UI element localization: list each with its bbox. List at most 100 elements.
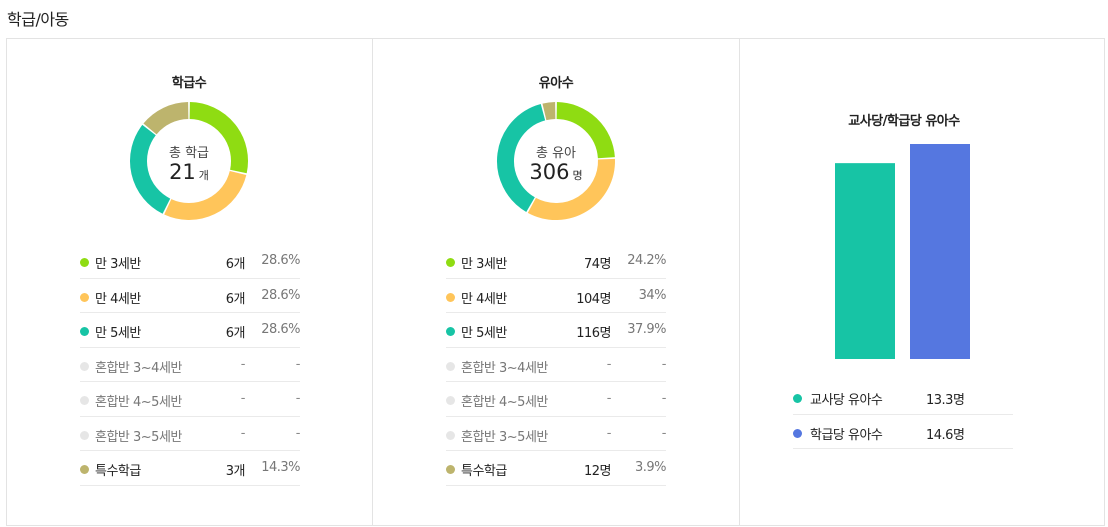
class-legend-label-special: 특수학급 [95, 464, 141, 479]
child-legend-row-mixed-4-5: 혼합반 4~5세반 - - [446, 382, 667, 417]
child-slice-age4 [527, 158, 615, 220]
class-slice-age5 [130, 124, 171, 214]
class-legend-dot-mixed-4-5 [80, 396, 89, 405]
class-legend-label-age5: 만 5세반 [95, 326, 141, 341]
child-legend-row-age5: 만 5세반 116명 37.9% [446, 313, 666, 348]
child-legend-count-age3: 74명 [583, 257, 612, 272]
child-legend-label-mixed-3-5: 혼합반 3~5세반 [461, 429, 548, 445]
child-legend-percent-mixed-3-4: - [661, 356, 667, 372]
child-legend-count-mixed-3-4: - [606, 356, 612, 372]
ratio-legend-row-class: 학급당 유아수 14.6명 [793, 415, 1013, 449]
class-count-donut-svg [130, 102, 248, 220]
class-total-unit: 개 [198, 169, 209, 182]
class-legend-percent-age3: 28.6% [261, 253, 300, 268]
class-legend-row-mixed-3-5: 혼합반 3~5세반 - - [80, 417, 301, 451]
child-slice-age3 [556, 102, 615, 159]
child-legend-row-mixed-3-5: 혼합반 3~5세반 - - [446, 417, 667, 451]
class-legend-percent-age4: 28.6% [261, 287, 300, 303]
class-total-label: 총 학급 [168, 146, 209, 161]
child-legend-row-age4: 만 4세반 104명 34% [446, 279, 667, 313]
class-legend-percent-age5: 28.6% [261, 322, 300, 337]
class-legend-row-age5: 만 5세반 6개 28.6% [80, 313, 300, 348]
class-legend-row-mixed-3-4: 혼합반 3~4세반 - - [80, 348, 301, 382]
class-legend-label-mixed-4-5: 혼합반 4~5세반 [95, 395, 182, 410]
class-legend-label-mixed-3-5: 혼합반 3~5세반 [95, 429, 182, 445]
class-legend-row-special: 특수학급 3개 14.3% [80, 451, 300, 486]
ratio-bar-teacher [835, 163, 895, 359]
ratio-bar-class [910, 144, 970, 359]
child-count-title: 유아수 [538, 76, 574, 91]
child-legend-dot-special [446, 465, 455, 474]
class-slice-age4 [164, 170, 247, 220]
class-legend-dot-special [80, 465, 89, 474]
ratio-bar-chart [835, 144, 970, 359]
ratio-legend-dot-class [793, 428, 802, 438]
class-legend-dot-age4 [80, 292, 89, 302]
class-legend-count-mixed-3-5: - [240, 425, 246, 441]
child-legend-label-special: 특수학급 [461, 464, 507, 479]
child-legend-dot-mixed-4-5 [446, 396, 455, 405]
child-legend-dot-mixed-3-4 [446, 361, 455, 371]
child-legend-row-mixed-3-4: 혼합반 3~4세반 - - [446, 348, 667, 382]
child-total-unit: 명 [572, 169, 583, 182]
child-count-legend: 만 3세반 74명 24.2% 만 4세반 104명 34% 만 5세반 116명 37.9% 혼… [446, 244, 667, 486]
class-legend-count-age4: 6개 [225, 291, 246, 307]
child-legend-label-age3: 만 3세반 [461, 257, 507, 272]
child-legend-count-mixed-4-5: - [606, 391, 612, 406]
child-legend-label-mixed-4-5: 혼합반 4~5세반 [461, 395, 548, 410]
child-legend-dot-age3 [446, 258, 455, 267]
child-slice-age5 [497, 104, 546, 212]
child-legend-row-age3: 만 3세반 74명 24.2% [446, 244, 666, 279]
child-legend-percent-mixed-4-5: - [661, 391, 667, 406]
class-slice-age3 [189, 102, 248, 174]
class-legend-dot-mixed-3-4 [80, 361, 89, 371]
class-legend-row-age4: 만 4세반 6개 28.6% [80, 279, 300, 313]
child-legend-dot-age5 [446, 327, 455, 336]
ratio-legend-value-class: 14.6명 [926, 427, 965, 443]
child-total-label: 총 유아 [535, 146, 576, 161]
child-total-value: 306 [529, 160, 570, 184]
class-legend-percent-mixed-3-5: - [295, 425, 301, 441]
child-slice-special [542, 102, 556, 121]
class-legend-count-age5: 6개 [225, 326, 246, 341]
child-legend-label-age4: 만 4세반 [461, 291, 507, 307]
child-legend-percent-age5: 37.9% [627, 322, 666, 337]
class-legend-label-mixed-3-4: 혼합반 3~4세반 [95, 360, 182, 376]
ratio-legend-dot-teacher [793, 394, 802, 403]
class-legend-row-mixed-4-5: 혼합반 4~5세반 - - [80, 382, 301, 417]
child-legend-percent-mixed-3-5: - [661, 425, 667, 441]
class-legend-count-mixed-3-4: - [240, 356, 246, 372]
class-legend-count-special: 3개 [225, 464, 246, 479]
child-count-center: 총 유아 306 명 [496, 101, 616, 221]
ratio-legend-label-teacher: 교사당 유아수 [810, 393, 883, 408]
class-legend-label-age3: 만 3세반 [95, 257, 141, 272]
child-legend-percent-special: 3.9% [634, 460, 667, 475]
panel-divider-1 [372, 39, 373, 525]
class-slice-special [143, 102, 189, 135]
stats-panel [6, 38, 1105, 526]
child-legend-label-age5: 만 5세반 [461, 326, 507, 341]
class-legend-dot-age3 [80, 258, 89, 267]
ratio-legend-row-teacher: 교사당 유아수 13.3명 [793, 380, 1013, 415]
class-legend-percent-mixed-4-5: - [295, 391, 301, 406]
child-legend-row-special: 특수학급 12명 3.9% [446, 451, 667, 486]
class-legend-dot-age5 [80, 327, 89, 336]
class-count-center: 총 학급 21 개 [129, 101, 249, 221]
class-total-value: 21 [169, 160, 196, 184]
ratio-legend-label-class: 학급당 유아수 [810, 427, 883, 443]
class-legend-row-age3: 만 3세반 6개 28.6% [80, 244, 300, 279]
child-count-donut-svg [497, 102, 615, 220]
child-legend-count-special: 12명 [583, 464, 612, 479]
child-legend-count-age5: 116명 [576, 326, 611, 341]
ratio-chart-title: 교사당/학급당 유아수 [848, 114, 960, 129]
child-legend-percent-age4: 34% [638, 287, 667, 303]
section-title: 학급/아동 [7, 10, 69, 29]
class-legend-percent-mixed-3-4: - [295, 356, 301, 372]
child-legend-count-age4: 104명 [576, 291, 611, 307]
class-count-legend: 만 3세반 6개 28.6% 만 4세반 6개 28.6% 만 5세반 6개 28.6% 혼합반 … [80, 244, 301, 486]
child-count-donut: 총 유아 306 명 [496, 101, 616, 221]
class-count-title: 학급수 [171, 76, 207, 91]
class-legend-percent-special: 14.3% [261, 460, 300, 475]
child-legend-count-mixed-3-5: - [606, 425, 612, 441]
class-legend-count-mixed-4-5: - [240, 391, 246, 406]
